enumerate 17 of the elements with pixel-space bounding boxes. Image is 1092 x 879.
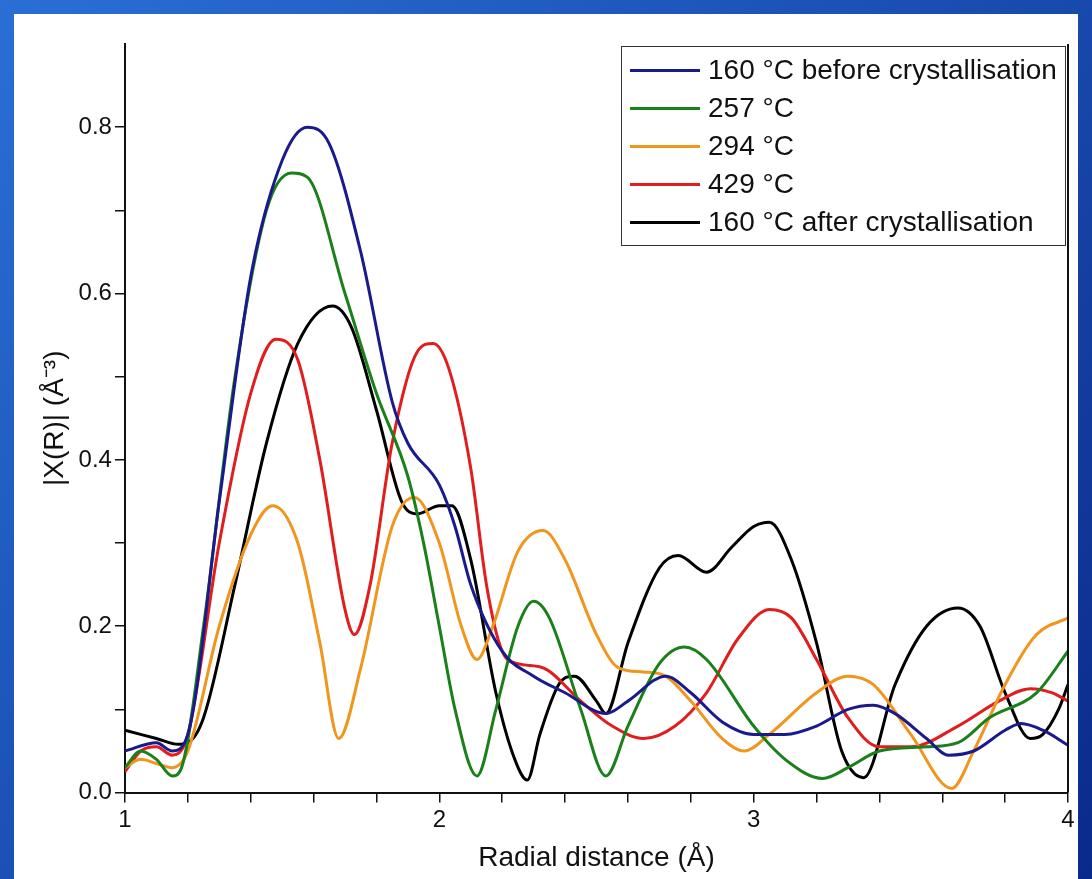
x-tick-label: 3 <box>746 804 761 832</box>
x-tick-label: 4 <box>1061 804 1075 832</box>
legend-label: 294 °C <box>708 129 794 163</box>
y-tick-label: 0.2 <box>78 610 112 638</box>
legend-label: 429 °C <box>708 167 794 201</box>
legend-label: 160 °C after crystallisation <box>708 205 1034 239</box>
x-tick-label: 2 <box>432 804 446 832</box>
legend-label: 160 °C before crystallisation <box>708 53 1057 87</box>
x-tick-label: 1 <box>118 804 132 832</box>
line-series <box>124 495 1068 790</box>
y-tick-label: 0.4 <box>78 444 112 472</box>
y-tick-label: 0.8 <box>78 111 112 139</box>
y-tick-label: 0.0 <box>78 777 112 805</box>
x-axis-title: Radial distance (Å) <box>478 840 715 872</box>
y-tick-label: 0.6 <box>78 278 112 306</box>
y-axis-title: |X(R)| (Å⁻³) <box>37 350 69 487</box>
legend-label: 257 °C <box>708 91 794 125</box>
